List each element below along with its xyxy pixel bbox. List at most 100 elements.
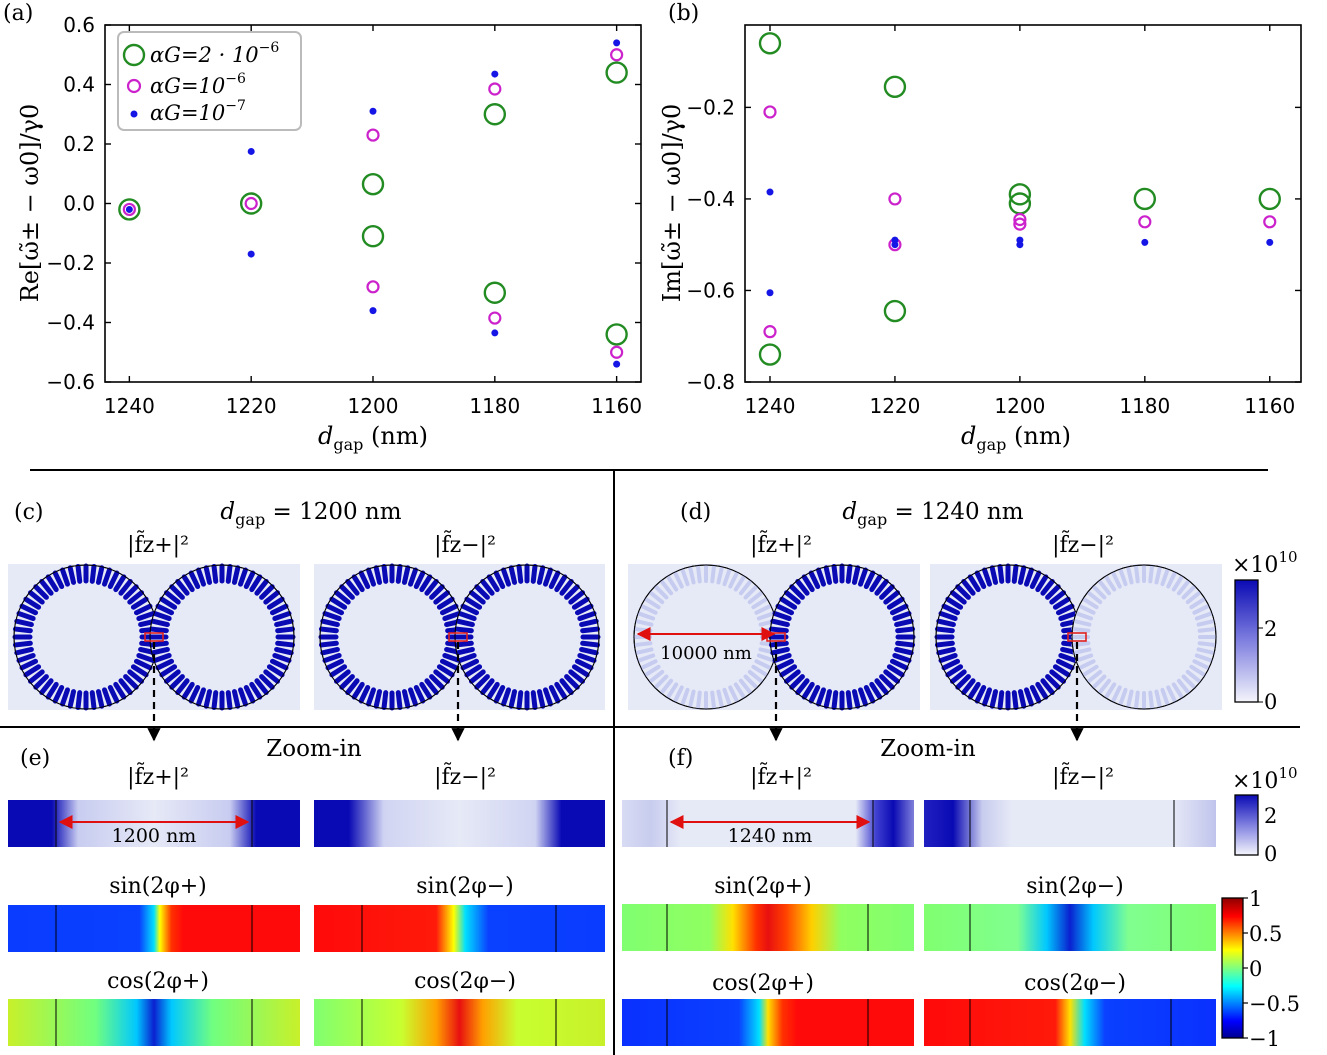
data-point-green bbox=[361, 225, 385, 248]
field-lobe bbox=[640, 604, 658, 615]
field-lobe bbox=[716, 689, 724, 709]
field-lobe bbox=[329, 596, 348, 610]
field-lobe bbox=[1154, 565, 1162, 585]
field-lobe bbox=[1192, 604, 1210, 615]
field-lobe bbox=[429, 584, 445, 600]
field-lobe bbox=[1134, 564, 1140, 584]
field-lobe bbox=[436, 596, 455, 610]
field-lobe bbox=[688, 565, 696, 585]
field-lobe bbox=[439, 603, 459, 616]
field-lobe bbox=[203, 689, 213, 709]
xlabel-a: dgap (nm) bbox=[318, 422, 428, 454]
ylabel-b-text: Im[ω̃± − ω0]/γ0 bbox=[658, 104, 686, 303]
field-lobe bbox=[12, 626, 33, 634]
field-lobe bbox=[322, 652, 342, 663]
field-lobe bbox=[997, 563, 1005, 584]
field-lobe bbox=[1055, 603, 1075, 616]
field-lobe bbox=[1072, 619, 1092, 627]
field-lobe bbox=[1197, 627, 1217, 633]
field-lobe bbox=[775, 603, 795, 616]
x-tick-label: 1200 bbox=[994, 394, 1045, 418]
data-point-blue bbox=[491, 329, 499, 337]
y-tick-label: −0.4 bbox=[46, 311, 95, 335]
field-lobe bbox=[150, 618, 170, 628]
field-lobe bbox=[159, 664, 178, 678]
field-lobe bbox=[536, 565, 546, 585]
field-lobe bbox=[879, 674, 895, 690]
field-lobe bbox=[366, 687, 377, 707]
phase-strip-e-sin-plus bbox=[8, 905, 300, 952]
field-lobe bbox=[772, 611, 792, 622]
field-lobe bbox=[89, 563, 97, 584]
field-lobe bbox=[155, 658, 175, 671]
legend-marker-blue bbox=[130, 110, 138, 118]
field-lobe bbox=[1126, 565, 1134, 585]
field-lobe bbox=[756, 611, 776, 621]
data-point-magenta bbox=[488, 82, 502, 96]
field-lobe bbox=[967, 681, 981, 700]
field-lobe bbox=[1081, 664, 1099, 677]
field-lobe bbox=[579, 646, 599, 656]
field-lobe bbox=[1071, 641, 1091, 647]
field-lobe bbox=[266, 596, 285, 610]
field-lobe bbox=[23, 664, 42, 678]
phase-tick-label: 1 bbox=[1249, 887, 1262, 911]
field-lobe bbox=[1197, 641, 1217, 647]
field-lobe bbox=[710, 564, 716, 584]
panel-label-e: (e) bbox=[20, 746, 50, 771]
field-lobe bbox=[564, 674, 580, 690]
data-point-green bbox=[883, 299, 907, 323]
field-lobe bbox=[633, 641, 653, 647]
legend-marker-green bbox=[122, 43, 146, 67]
field-lobe bbox=[795, 678, 810, 696]
field-lobe bbox=[413, 570, 426, 590]
label-f-plus: |f̃z+|² bbox=[750, 763, 812, 790]
field-lobe bbox=[1035, 681, 1049, 700]
field-lobe bbox=[1134, 690, 1140, 710]
field-lobe bbox=[530, 563, 538, 584]
field-lobe bbox=[136, 611, 156, 622]
field-lobe bbox=[743, 584, 759, 600]
field-lobe bbox=[1189, 597, 1207, 610]
field-lobe bbox=[845, 563, 853, 584]
field-lobe bbox=[770, 618, 790, 628]
data-point-magenta bbox=[488, 311, 502, 325]
field-lobe bbox=[1111, 685, 1122, 703]
field-lobe bbox=[272, 652, 292, 663]
field-lobe bbox=[113, 681, 127, 700]
field-lobe bbox=[895, 626, 916, 634]
field-lobe bbox=[795, 578, 810, 596]
field-lobe bbox=[1023, 687, 1034, 707]
x-tick-label: 1180 bbox=[1119, 394, 1170, 418]
field-lobe bbox=[275, 640, 296, 648]
field-lobe bbox=[39, 578, 54, 596]
zoom-strip-e-plus: 1200 nm bbox=[8, 800, 300, 847]
field-lobe bbox=[1091, 674, 1107, 690]
field-lobe bbox=[196, 567, 207, 587]
field-lobe bbox=[789, 674, 805, 690]
field-lobe bbox=[457, 611, 477, 622]
field-lobe bbox=[1166, 685, 1177, 703]
field-lobe bbox=[516, 563, 524, 584]
field-lobe bbox=[424, 678, 439, 696]
field-lobe bbox=[1196, 647, 1216, 655]
field-lobe bbox=[127, 590, 145, 605]
field-lobe bbox=[733, 682, 746, 700]
field-lobe bbox=[666, 574, 679, 592]
field-lobe bbox=[1185, 669, 1202, 684]
field-lobe bbox=[536, 689, 546, 709]
field-lobe bbox=[23, 596, 42, 610]
field-lobe bbox=[373, 565, 383, 585]
plot-a: 1240 1220 1200 1180 1160 −0.6 −0.4 −0.2 0.0 0.2 0.… bbox=[46, 13, 642, 418]
field-lobe bbox=[941, 603, 961, 616]
field-lobe bbox=[673, 685, 684, 703]
field-lobe bbox=[982, 567, 993, 587]
field-lobe bbox=[455, 646, 475, 656]
colorbar-bottom-tick-2: 2 bbox=[1264, 804, 1277, 828]
field-lobe bbox=[266, 664, 285, 678]
field-lobe bbox=[181, 574, 195, 593]
field-lobe bbox=[892, 611, 912, 622]
field-lobe bbox=[696, 564, 702, 584]
field-lobe bbox=[249, 574, 263, 593]
field-lobe bbox=[407, 567, 418, 587]
